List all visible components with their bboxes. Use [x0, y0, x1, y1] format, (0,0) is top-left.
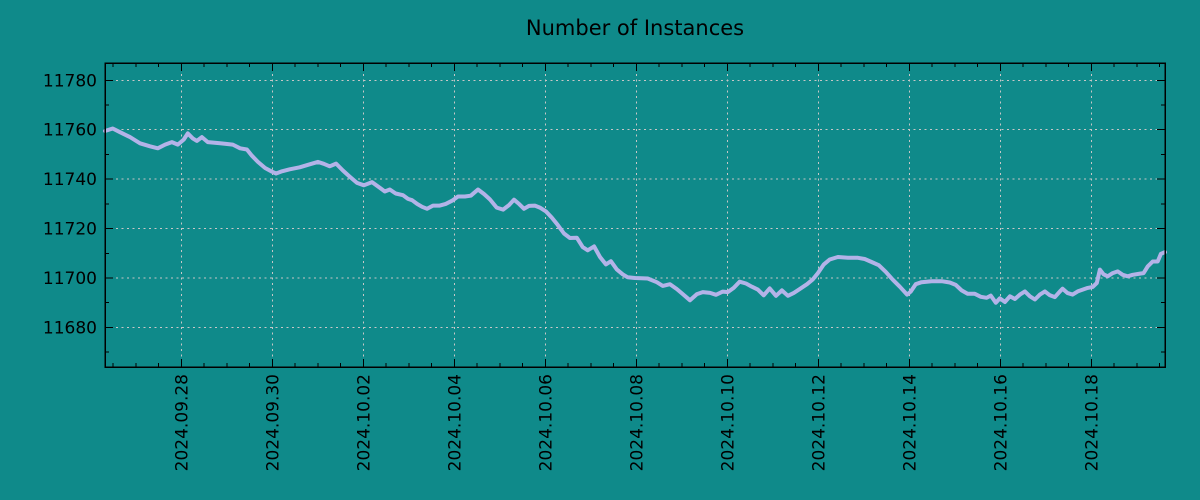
gridlines: [105, 63, 1165, 367]
x-tick-label: 2024.10.14: [900, 374, 920, 471]
chart-title: Number of Instances: [525, 16, 745, 40]
x-tick-label: 2024.10.10: [718, 374, 738, 471]
plot-border: [104, 62, 1166, 368]
x-tick-label: 2024.10.02: [354, 374, 374, 471]
x-tick-label: 2024.10.04: [445, 374, 465, 471]
x-tick-label: 2024.10.12: [809, 374, 829, 471]
x-tick-label: 2024.09.30: [263, 374, 283, 471]
y-tick-label: 11680: [43, 318, 97, 338]
y-tick-label: 11760: [43, 121, 97, 141]
y-tick-label: 11740: [43, 170, 97, 190]
x-tick-label: 2024.10.08: [627, 374, 647, 471]
tick-marks: [105, 63, 1165, 367]
x-tick-label: 2024.10.16: [991, 374, 1011, 471]
y-tick-label: 11720: [43, 220, 97, 240]
x-tick-label: 2024.09.28: [172, 374, 192, 471]
tick-labels: 11680 11700 11720 11740 11760 11780 2024.09.28…: [43, 71, 1102, 471]
series-line-instances: [103, 126, 1167, 305]
x-tick-label: 2024.10.06: [536, 374, 556, 471]
y-tick-label: 11700: [43, 269, 97, 289]
x-tick-label: 2024.10.18: [1082, 374, 1102, 471]
y-tick-label: 11780: [43, 71, 97, 91]
